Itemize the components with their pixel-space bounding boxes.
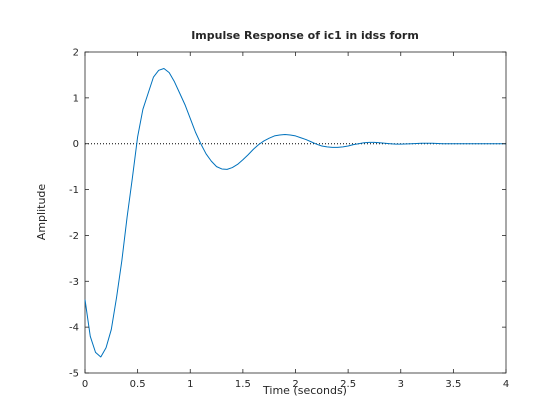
y-tick-label: -4: [69, 323, 79, 334]
x-tick-label: 3.5: [445, 379, 461, 390]
impulse-response-line: [84, 68, 506, 358]
y-tick-label: 2: [73, 48, 79, 59]
x-tick-label: 0: [82, 379, 88, 390]
y-tick-label: -2: [69, 231, 79, 242]
y-tick-label: -1: [69, 185, 79, 196]
y-tick-label: 1: [73, 93, 79, 104]
x-tick-label: 0.5: [130, 379, 146, 390]
x-tick-label: 2.5: [340, 379, 356, 390]
x-tick-label: 3: [398, 379, 404, 390]
x-tick-label: 1: [187, 379, 193, 390]
ticks-layer: 0 0.5 1 1.5 2 2.5 3 3.5 4 -5 -4 -3 -2 -1 0 1 2: [69, 48, 509, 391]
x-tick-label: 1.5: [235, 379, 251, 390]
chart-title: Impulse Response of ic1 in idss form: [191, 29, 419, 42]
y-axis-label: Amplitude: [35, 184, 48, 241]
x-tick-label: 2: [292, 379, 298, 390]
y-tick-label: 0: [73, 139, 79, 150]
y-tick-label: -3: [69, 277, 79, 288]
x-tick-label: 4: [503, 379, 509, 390]
x-axis-label: Time (seconds): [262, 384, 347, 397]
y-tick-label: -5: [69, 369, 79, 380]
axes-box: [84, 51, 507, 374]
series-layer: [84, 68, 506, 358]
